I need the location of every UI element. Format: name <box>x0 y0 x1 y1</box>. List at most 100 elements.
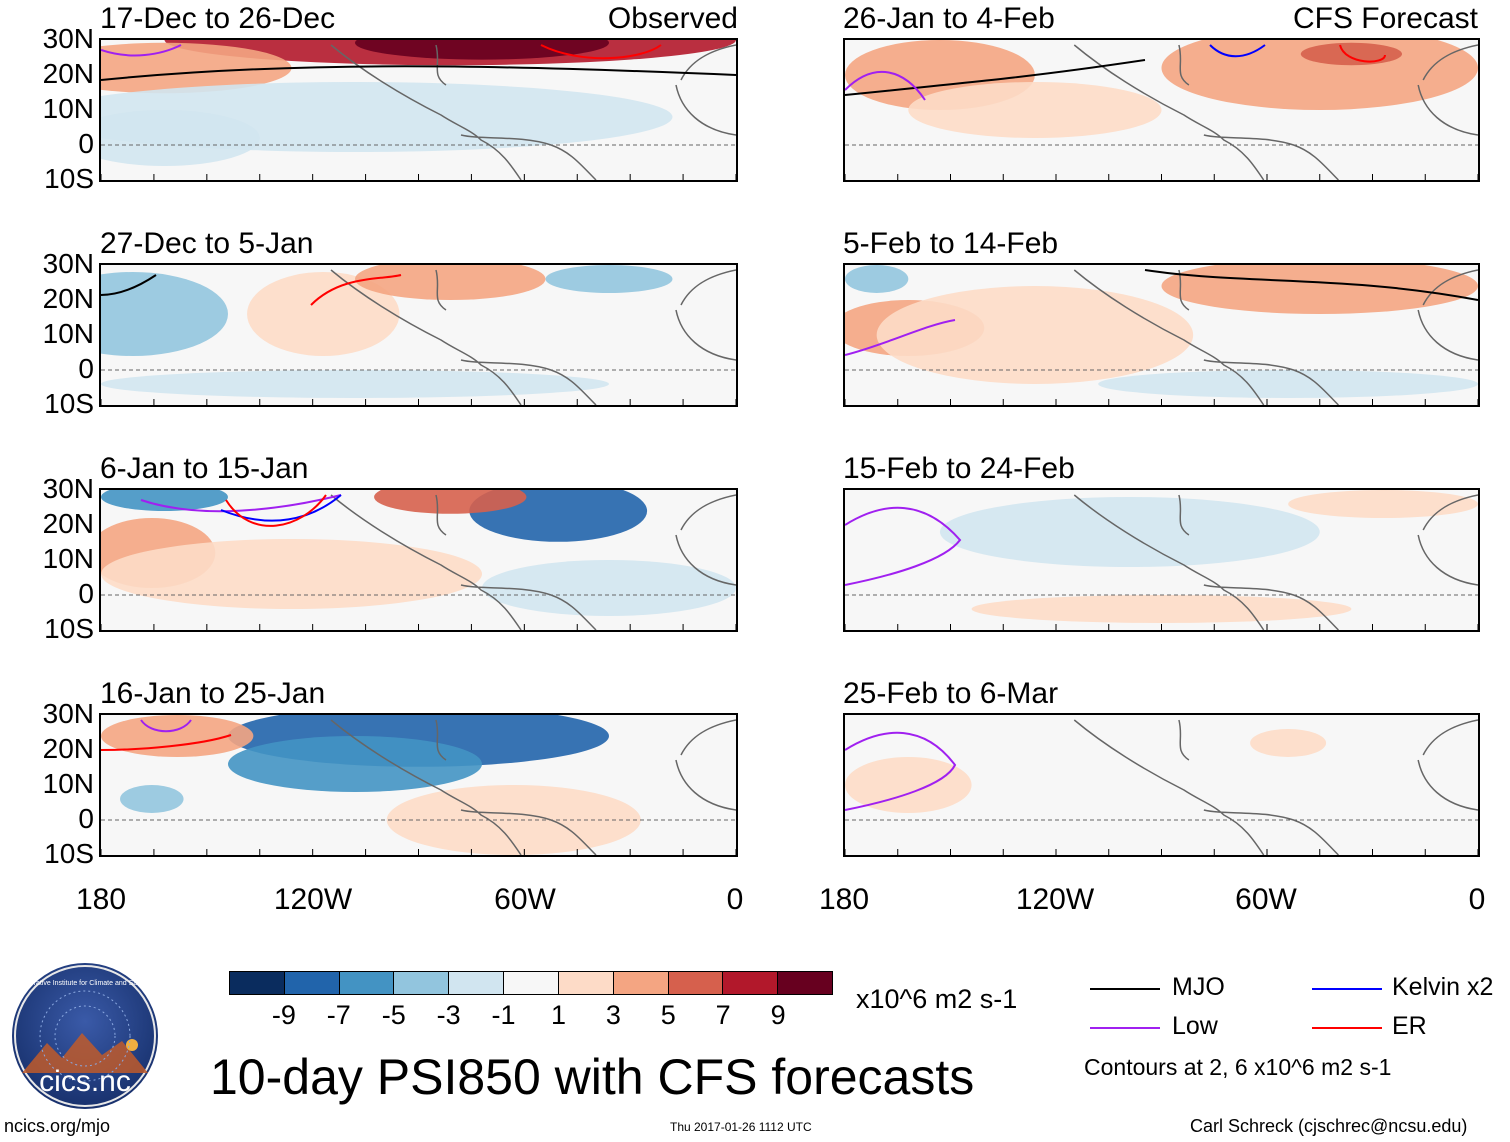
contour-note: Contours at 2, 6 x10^6 m2 s-1 <box>1084 1054 1392 1080</box>
colorbar-swatch <box>230 972 285 994</box>
psi-anomaly-region <box>845 757 972 813</box>
colorbar-swatch <box>504 972 559 994</box>
cics-logo: cics.nc Cooperative Institute for Climat… <box>12 963 158 1109</box>
map-panel-2 <box>99 263 738 407</box>
y-tick-label: 20N <box>42 283 94 314</box>
psi-anomaly-region <box>355 40 609 60</box>
y-tick-label: 10S <box>44 388 94 419</box>
psi-anomaly-region <box>939 497 1320 567</box>
y-tick-label: 30N <box>42 248 94 279</box>
colorbar-tick-label: -7 <box>326 1000 351 1030</box>
colorbar <box>229 971 833 995</box>
timestamp: Thu 2017-01-26 1112 UTC <box>670 1120 812 1134</box>
psi-anomaly-region <box>1300 42 1403 66</box>
logo-text: cics.nc <box>39 1065 131 1098</box>
x-tick-label: 0 <box>726 883 744 916</box>
map-panel-4 <box>99 713 738 857</box>
colorbar-swatch <box>668 972 724 994</box>
colorbar-tick-label: -9 <box>271 1000 296 1030</box>
map-panel-3 <box>99 488 738 632</box>
psi-anomaly-region <box>1250 729 1327 757</box>
psi-anomaly-region <box>355 265 546 300</box>
units-label: x10^6 m2 s-1 <box>856 984 1018 1014</box>
psi-anomaly-region <box>374 490 527 514</box>
colorbar-swatch <box>339 972 395 994</box>
y-tick-label: 10N <box>42 768 94 799</box>
y-tick-label: 10N <box>42 543 94 574</box>
contour-line <box>101 44 182 57</box>
psi-anomaly-region <box>545 265 673 293</box>
colorbar-tick-label: 1 <box>550 1000 566 1030</box>
legend-label-low: Low <box>1172 1012 1218 1040</box>
y-tick-label: 0 <box>78 128 94 159</box>
contour-line <box>101 734 232 751</box>
footer-link[interactable]: ncics.org/mjo <box>4 1116 111 1136</box>
y-tick-label: 10S <box>44 838 94 869</box>
panel-title-6: 5-Feb to 14-Feb <box>843 227 1059 260</box>
psi-anomaly-region <box>971 595 1352 623</box>
y-tick-label: 10S <box>44 163 94 194</box>
psi-anomaly-region <box>101 490 228 511</box>
contour-line <box>140 719 192 733</box>
y-tick-label: 10S <box>44 613 94 644</box>
map-panel-7 <box>843 488 1480 632</box>
y-tick-label: 10N <box>42 93 94 124</box>
colorbar-swatch <box>613 972 669 994</box>
legend-label-kelvin: Kelvin x2 <box>1392 973 1494 1001</box>
contour-line <box>1144 269 1478 301</box>
contour-line <box>225 494 327 527</box>
x-tick-label: 120W <box>1015 883 1095 916</box>
psi-anomaly-region <box>228 736 482 792</box>
panel-title-3: 6-Jan to 15-Jan <box>100 452 309 485</box>
contour-line <box>845 71 926 101</box>
contour-line <box>845 319 956 356</box>
colorbar-tick-label: -1 <box>491 1000 516 1030</box>
colorbar-tick-label: -5 <box>381 1000 406 1030</box>
contour-line <box>540 44 662 60</box>
x-tick-label: 60W <box>494 883 556 916</box>
contour-line <box>101 65 736 81</box>
legend-label-er: ER <box>1392 1012 1427 1040</box>
panel-title-1: 17-Dec to 26-Dec <box>100 2 336 35</box>
contour-line <box>140 494 342 513</box>
panel-label-observed: Observed <box>607 2 738 35</box>
contour-line <box>101 274 157 296</box>
psi-anomaly-region <box>908 82 1162 138</box>
legend-line-low <box>1090 1027 1160 1029</box>
contour-line <box>1209 44 1266 58</box>
legend-line-kelvin <box>1312 988 1382 990</box>
colorbar-tick-label: 9 <box>770 1000 786 1030</box>
y-tick-label: 30N <box>42 23 94 54</box>
y-tick-label: 0 <box>78 803 94 834</box>
x-tick-label: 60W <box>1235 883 1297 916</box>
contour-line <box>310 274 402 306</box>
psi-anomaly-region <box>101 370 609 398</box>
y-tick-label: 30N <box>42 473 94 504</box>
panel-title-5: 26-Jan to 4-Feb <box>843 2 1055 35</box>
y-tick-label: 10N <box>42 318 94 349</box>
colorbar-swatch <box>723 972 779 994</box>
map-panel-8 <box>843 713 1480 857</box>
colorbar-tick-label: 3 <box>605 1000 621 1030</box>
panel-title-2: 27-Dec to 5-Jan <box>100 227 314 260</box>
legend-line-mjo <box>1090 988 1160 990</box>
contour-line <box>845 506 962 586</box>
psi-anomaly-region <box>1161 265 1478 314</box>
colorbar-swatch <box>284 972 340 994</box>
map-panel-6 <box>843 263 1480 407</box>
x-tick-label: 120W <box>273 883 353 916</box>
x-tick-label: 180 <box>75 883 127 916</box>
colorbar-swatch <box>558 972 614 994</box>
psi-anomaly-region <box>876 286 1194 384</box>
colorbar-tick-label: -3 <box>436 1000 461 1030</box>
colorbar-tick-label: 5 <box>660 1000 676 1030</box>
logo-ring-text: Cooperative Institute for Climate and Sa… <box>13 980 157 987</box>
panel-title-7: 15-Feb to 24-Feb <box>843 452 1075 485</box>
psi-anomaly-region <box>1288 490 1478 518</box>
panel-label-cfs-forecast: CFS Forecast <box>1292 2 1478 35</box>
chart-title: 10-day PSI850 with CFS forecasts <box>210 1049 975 1105</box>
colorbar-swatch <box>449 972 505 994</box>
x-tick-label: 0 <box>1468 883 1486 916</box>
psi-anomaly-region <box>845 265 909 293</box>
colorbar-tick-label: 7 <box>715 1000 731 1030</box>
